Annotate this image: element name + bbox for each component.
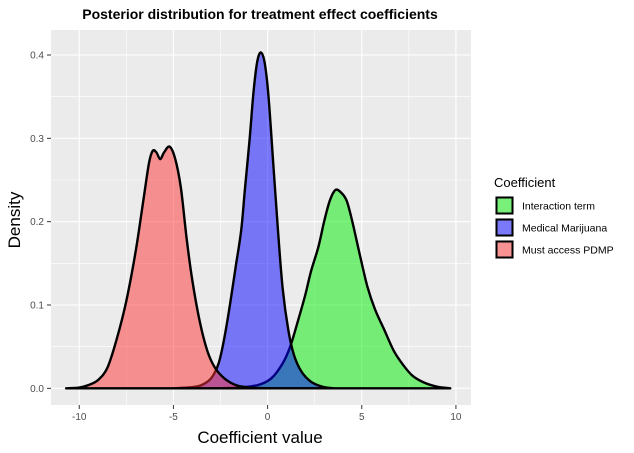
y-axis-title: Density bbox=[5, 191, 24, 248]
x-tick-label: 10 bbox=[450, 412, 462, 423]
legend-label-must-access-pdmp: Must access PDMP bbox=[522, 245, 614, 257]
x-tick-label: 5 bbox=[359, 412, 365, 423]
x-axis: -10 -5 0 5 10 bbox=[72, 405, 462, 423]
legend-label-interaction-term: Interaction term bbox=[522, 201, 595, 213]
y-axis: 0.0 0.1 0.2 0.3 0.4 bbox=[30, 51, 51, 395]
density-must-access-pdmp bbox=[64, 145, 269, 390]
chart-title: Posterior distribution for treatment eff… bbox=[82, 6, 438, 22]
y-tick-label: 0.4 bbox=[30, 51, 44, 62]
x-tick-label: -5 bbox=[169, 412, 178, 423]
y-tick-label: 0.1 bbox=[30, 301, 44, 312]
density-series bbox=[64, 51, 452, 390]
y-tick-label: 0.3 bbox=[30, 134, 44, 145]
legend: Coefficient Interaction term Medical Mari… bbox=[494, 175, 614, 259]
x-tick-label: -10 bbox=[72, 412, 87, 423]
legend-swatch-interaction-term bbox=[495, 196, 514, 215]
x-tick-label: 0 bbox=[265, 412, 271, 423]
legend-swatch-must-access-pdmp bbox=[495, 240, 514, 259]
y-tick-label: 0.0 bbox=[30, 384, 44, 395]
x-axis-title: Coefficient value bbox=[197, 428, 322, 447]
legend-title: Coefficient bbox=[494, 175, 556, 190]
y-tick-label: 0.2 bbox=[30, 217, 44, 228]
density-medical-marijuana bbox=[172, 51, 335, 390]
legend-swatch-medical-marijuana bbox=[495, 218, 514, 237]
legend-label-medical-marijuana: Medical Marijuana bbox=[522, 223, 607, 235]
